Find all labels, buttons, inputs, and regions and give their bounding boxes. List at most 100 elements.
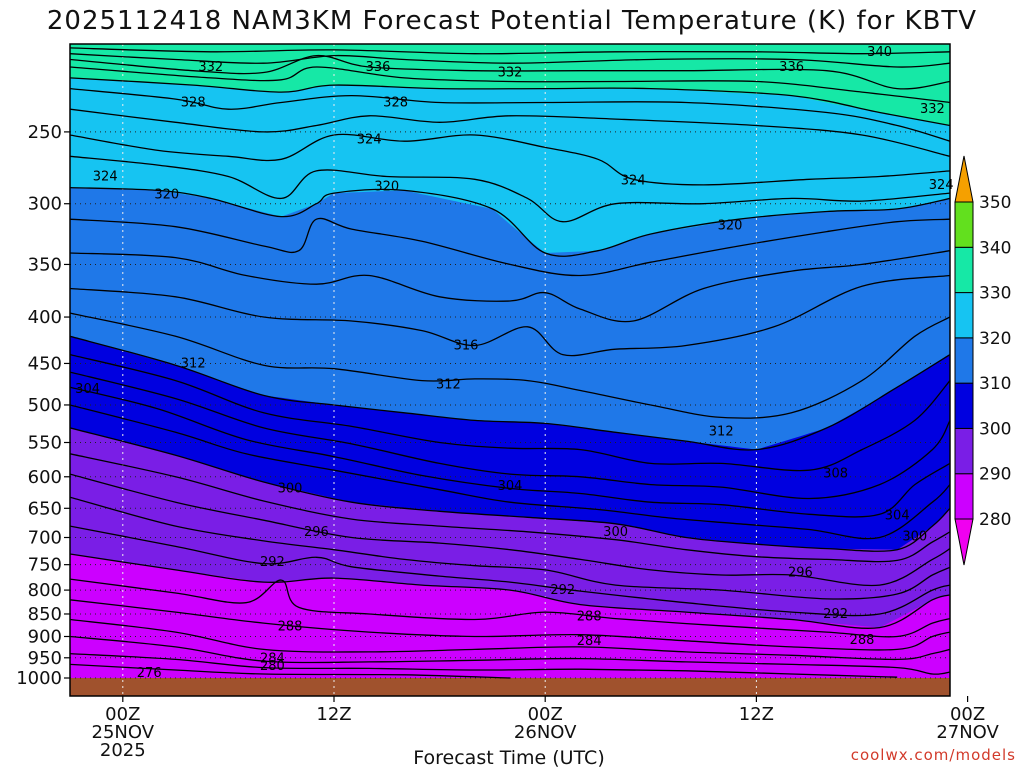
legend-swatch — [954, 292, 974, 339]
isotherm-284 — [70, 618, 950, 661]
legend-tick-label: 290 — [979, 465, 1011, 485]
isotherm-318 — [70, 217, 950, 277]
contour-label: 284 — [577, 634, 602, 649]
legend-tick-label: 340 — [979, 238, 1011, 258]
legend-tick-label: 350 — [979, 193, 1011, 213]
contour-label: 292 — [823, 607, 848, 622]
isotherm-304 — [70, 386, 950, 518]
y-tick-label: 500 — [28, 395, 62, 416]
y-tick-label: 750 — [28, 555, 62, 576]
contour-label: 304 — [498, 479, 523, 494]
credit-text: coolwx.com/models — [851, 746, 1016, 764]
contour-label: 284 — [260, 652, 285, 667]
isotherm-328 — [70, 87, 950, 142]
legend-swatch — [954, 427, 974, 475]
y-tick-label: 300 — [28, 194, 62, 215]
contour-label: 292 — [260, 555, 285, 570]
x-tick-label: 00Z — [105, 704, 140, 725]
x-tick-label: 00Z — [950, 704, 985, 725]
contour-label: 304 — [885, 509, 910, 524]
y-tick-label: 900 — [28, 626, 62, 647]
y-tick-label: 350 — [28, 254, 62, 275]
contour-label: 296 — [304, 525, 329, 540]
contour-label: 280 — [260, 659, 285, 674]
isotherm-320 — [70, 186, 950, 257]
y-tick-label: 1000 — [16, 668, 62, 689]
x-tick-label: 26NOV — [514, 722, 577, 743]
contour-label: 292 — [550, 583, 575, 598]
contour-label: 328 — [383, 95, 408, 110]
y-tick-label: 700 — [28, 527, 62, 548]
contour-label: 332 — [198, 60, 223, 75]
contour-label: 332 — [920, 102, 945, 117]
contour-label: 296 — [788, 565, 813, 580]
isotherm-lines — [70, 47, 950, 679]
legend-tick-label: 330 — [979, 284, 1011, 304]
contour-label: 288 — [850, 633, 875, 648]
isotherm-338 — [70, 47, 950, 55]
legend-tick-label: 320 — [979, 329, 1011, 349]
legend-top-arrow — [954, 155, 974, 203]
ground-surface — [70, 678, 950, 696]
contour-label: 324 — [929, 178, 954, 193]
isotherm-278 — [70, 663, 511, 679]
contour-label: 324 — [93, 170, 118, 185]
isotherm-294 — [70, 496, 950, 600]
chart-title: 2025112418 NAM3KM Forecast Potential Tem… — [47, 6, 977, 36]
legend-tick-label: 280 — [979, 510, 1011, 530]
contour-label: 276 — [137, 666, 162, 681]
contour-label: 304 — [75, 382, 100, 397]
isotherm-316 — [70, 250, 950, 323]
contour-label: 320 — [374, 179, 399, 194]
legend-swatch — [954, 382, 974, 429]
y-tick-label: 850 — [28, 604, 62, 625]
isotherm-280 — [70, 652, 898, 678]
isotherm-330 — [70, 77, 950, 127]
contour-labels: 332 336 332 336 340 328 328 332 324 324 324 324 320 3… — [75, 45, 953, 681]
contour-label: 288 — [278, 619, 303, 634]
y-tick-label: 550 — [28, 432, 62, 453]
x-tick-label: 27NOV — [936, 722, 999, 743]
y-tick-label: 650 — [28, 498, 62, 519]
isotherm-314 — [70, 274, 950, 357]
contour-label: 324 — [621, 174, 646, 189]
contour-label: 300 — [902, 529, 927, 544]
isotherm-324 — [70, 133, 950, 186]
x-tick-label: 12Z — [739, 704, 774, 725]
contour-label: 316 — [454, 339, 479, 354]
isotherm-292 — [70, 525, 950, 617]
color-legend: 350 340 330 320 310 300 290 280 — [954, 155, 1011, 566]
isotherm-312 — [70, 312, 950, 419]
isotherm-334 — [70, 54, 950, 90]
legend-tick-label: 300 — [979, 419, 1011, 439]
contour-label: 340 — [867, 45, 892, 60]
isotherm-290 — [70, 553, 950, 629]
contour-label: 320 — [718, 218, 743, 233]
contour-label: 308 — [823, 466, 848, 481]
isotherm-302 — [70, 404, 950, 540]
legend-bottom-arrow — [954, 518, 974, 566]
plot-frame — [69, 43, 951, 697]
y-tick-label: 800 — [28, 580, 62, 601]
x-tick-label: 25NOV — [92, 722, 155, 743]
legend-swatch — [954, 337, 974, 384]
isotherm-286 — [70, 599, 950, 651]
contour-label: 336 — [366, 60, 391, 75]
legend-swatch — [954, 246, 974, 294]
legend-swatch — [954, 473, 974, 520]
isotherm-282 — [70, 635, 950, 675]
legend-tick-label: 310 — [979, 374, 1011, 394]
contour-label: 312 — [709, 425, 734, 440]
y-axis-ticks: 2503003504004505005506006507007508008509… — [16, 122, 70, 689]
isotherm-298 — [70, 453, 950, 563]
isotherm-308 — [70, 353, 950, 472]
band-320 — [70, 44, 950, 253]
y-tick-label: 950 — [28, 648, 62, 669]
isotherm-322 — [70, 155, 950, 223]
x-tick-label: 12Z — [316, 704, 351, 725]
y-tick-label: 400 — [28, 307, 62, 328]
legend-swatch — [954, 201, 974, 248]
isotherm-300 — [70, 427, 950, 552]
